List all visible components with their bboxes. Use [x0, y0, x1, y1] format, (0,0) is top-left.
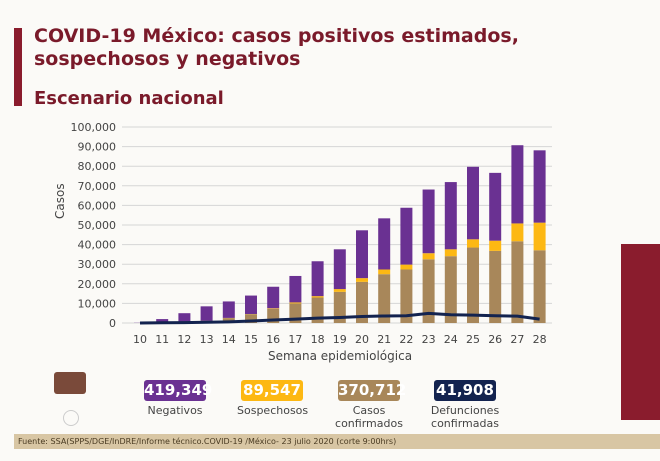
bar-segment	[422, 259, 435, 323]
y-tick-label: 90,000	[78, 141, 117, 154]
confirmados-label: Casos confirmados	[335, 404, 403, 430]
x-tick-label: 13	[200, 333, 214, 346]
logo	[54, 372, 86, 394]
x-tick-label: 19	[333, 333, 347, 346]
bar-segment	[378, 269, 391, 275]
defunciones-label: Defunciones confirmadas	[430, 404, 500, 430]
bar-segment	[267, 286, 280, 309]
seal-icon	[63, 410, 79, 426]
x-tick-label: 22	[399, 333, 413, 346]
source-footer: Fuente: SSA(SPPS/DGE/InDRE/Informe técni…	[14, 434, 660, 449]
y-tick-label: 10,000	[78, 297, 117, 310]
bar-segment	[200, 306, 213, 321]
y-tick-label: 60,000	[78, 199, 117, 212]
x-tick-label: 21	[377, 333, 391, 346]
x-tick-label: 23	[422, 333, 436, 346]
bar-segment	[333, 291, 346, 323]
x-tick-label: 15	[244, 333, 258, 346]
y-tick-label: 80,000	[78, 160, 117, 173]
page-subtitle: Escenario nacional	[34, 88, 224, 109]
x-tick-label: 20	[355, 333, 369, 346]
x-tick-label: 18	[311, 333, 325, 346]
bar-segment	[245, 295, 257, 314]
y-tick-label: 40,000	[78, 239, 117, 252]
bar-segment	[333, 249, 346, 290]
page-title: COVID-19 México: casos positivos estimad…	[34, 25, 519, 70]
bar-segment	[489, 240, 502, 251]
x-tick-label: 10	[133, 333, 147, 346]
x-tick-label: 24	[444, 333, 458, 346]
bar-segment	[289, 302, 302, 304]
bar-segment	[489, 172, 502, 241]
x-tick-label: 28	[533, 333, 547, 346]
bar-segment	[511, 223, 524, 242]
bar-segment	[178, 313, 191, 323]
y-axis-label: Casos	[53, 183, 67, 219]
bar-segment	[311, 261, 324, 297]
bar-segment	[422, 189, 435, 254]
bar-segment	[444, 182, 457, 250]
y-tick-label: 50,000	[78, 219, 117, 232]
x-tick-label: 25	[466, 333, 480, 346]
bar-segment	[311, 296, 324, 298]
x-tick-label: 26	[488, 333, 502, 346]
bar-segment	[356, 281, 368, 323]
bar-segment	[511, 145, 524, 224]
bar-segment	[533, 250, 546, 323]
y-tick-label: 30,000	[78, 258, 117, 271]
bar-segment	[467, 239, 479, 248]
x-axis-label: Semana epidemiológica	[268, 349, 412, 363]
y-tick-label: 0	[109, 317, 116, 330]
bar-segment	[489, 250, 502, 323]
x-tick-label: 11	[155, 333, 169, 346]
bar-segment	[356, 230, 368, 279]
bar-segment	[267, 308, 280, 309]
bar-segment	[533, 150, 546, 223]
sospechosos-badge: 89,547	[241, 380, 303, 401]
bar-segment	[400, 207, 413, 265]
confirmados-badge: 370,712	[338, 380, 407, 401]
stacked-bar-chart: 0 10,000 20,000 30,000 40,000 50,000 60,000 70,…	[53, 121, 552, 363]
title-accent-bar	[14, 28, 22, 106]
bar-segment	[156, 319, 169, 323]
y-tick-label: 20,000	[78, 278, 117, 291]
bar-segment	[533, 222, 546, 251]
y-tick-label: 100,000	[71, 121, 117, 134]
bar-segment	[400, 269, 413, 323]
x-tick-label: 14	[222, 333, 236, 346]
bar-segment	[511, 241, 524, 323]
bar-segment	[378, 274, 391, 323]
y-tick-label: 70,000	[78, 180, 117, 193]
x-tick-label: 16	[266, 333, 280, 346]
bar-segment	[333, 289, 346, 292]
negativos-badge: 419,349	[144, 380, 213, 401]
bar-segment	[467, 247, 479, 323]
defunciones-badge: 41,908	[434, 380, 496, 401]
x-tick-label: 27	[510, 333, 524, 346]
bar-segment	[245, 314, 257, 323]
negativos-label: Negativos	[147, 404, 203, 417]
bar-segment	[289, 275, 302, 303]
bar-segment	[422, 253, 435, 260]
bar-segment	[378, 218, 391, 270]
bar-segment	[222, 301, 235, 318]
bar-segment	[400, 264, 413, 270]
deaths-line	[139, 311, 540, 325]
side-panel	[621, 244, 660, 420]
bar-segment	[356, 278, 368, 282]
x-tick-label: 12	[177, 333, 191, 346]
sospechosos-label: Sospechosos	[237, 404, 309, 417]
bar-segment	[467, 166, 479, 240]
bar-segment	[444, 256, 457, 323]
x-tick-label: 17	[288, 333, 302, 346]
bar-segment	[444, 249, 457, 257]
